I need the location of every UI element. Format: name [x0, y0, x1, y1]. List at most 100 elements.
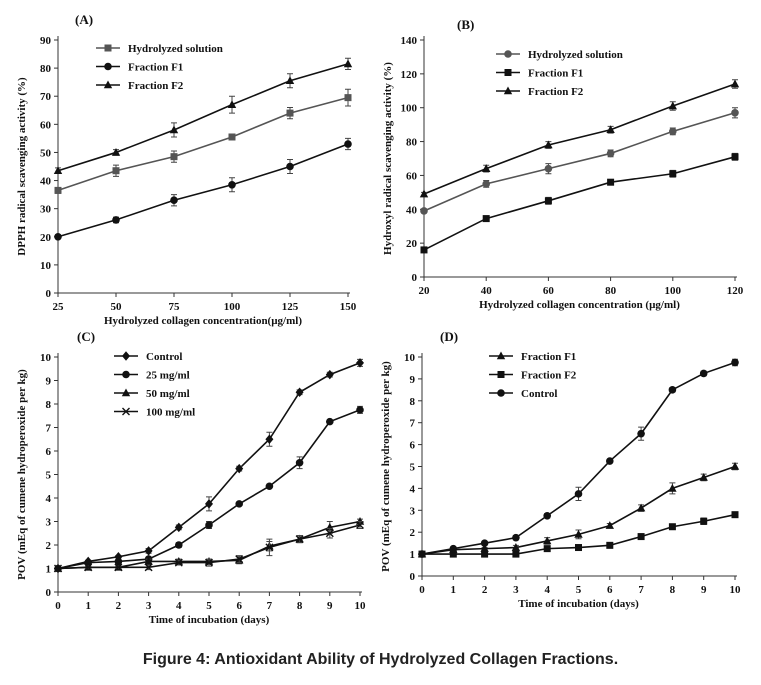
x-tick-label: 50 — [111, 301, 123, 313]
y-tick-label: 0 — [412, 272, 418, 284]
legend-label: 50 mg/ml — [146, 388, 190, 400]
data-point-circle — [420, 207, 428, 215]
data-point-triangle — [144, 556, 153, 565]
y-tick-label: 6 — [46, 446, 52, 458]
data-point-circle — [731, 358, 739, 367]
y-axis-title: Hydroxyl radical scavenging activity (%) — [382, 62, 394, 255]
series-hydrolyzed-solution — [420, 107, 739, 215]
data-point-square — [606, 541, 614, 549]
y-tick-label: 10 — [40, 260, 52, 272]
data-point-circle — [482, 180, 491, 188]
data-point-square — [669, 170, 677, 178]
x-tick-label: 7 — [638, 584, 644, 596]
data-point-circle — [112, 216, 120, 224]
y-tick-label: 5 — [46, 470, 52, 482]
data-point-square — [54, 186, 62, 194]
series-fraction-f1 — [54, 137, 352, 241]
y-tick-label: 8 — [46, 399, 52, 411]
legend-label: Hydrolyzed solution — [128, 43, 223, 55]
y-tick-label: 1 — [410, 549, 416, 561]
x-tick-label: 7 — [267, 600, 273, 612]
y-tick-label: 1 — [46, 564, 52, 576]
y-tick-label: 8 — [410, 396, 416, 408]
data-point-triangle — [668, 101, 677, 110]
series-fraction-f2 — [419, 79, 740, 198]
legend-label: Fraction F1 — [128, 62, 183, 74]
x-tick-label: 9 — [701, 584, 707, 596]
data-point-circle — [286, 162, 294, 171]
data-point-cross — [205, 558, 213, 567]
y-tick-label: 0 — [410, 571, 416, 583]
legend-marker-circle — [122, 370, 130, 379]
panel-label: (D) — [440, 329, 458, 344]
data-point-square — [170, 153, 178, 161]
legend-label: 25 mg/ml — [146, 370, 190, 382]
data-point-circle — [480, 539, 489, 547]
x-tick-label: 20 — [419, 285, 431, 297]
legend-marker-triangle — [503, 86, 513, 95]
legend-label: Fraction F1 — [521, 351, 576, 363]
legend-marker-cross — [122, 407, 130, 416]
data-point-cross — [295, 535, 304, 544]
x-tick-label: 3 — [513, 584, 519, 596]
data-point-triangle — [511, 543, 521, 551]
series-line — [421, 465, 736, 555]
legend-marker-triangle — [103, 80, 113, 89]
data-point-circle — [544, 164, 553, 173]
data-point-triangle — [543, 536, 552, 545]
data-point-triangle — [111, 147, 121, 156]
data-point-cross — [325, 529, 334, 538]
data-point-circle — [170, 196, 178, 205]
x-axis-title: Time of incubation (days) — [149, 614, 270, 626]
data-point-triangle — [419, 189, 429, 198]
data-point-circle — [295, 458, 304, 467]
y-tick-label: 6 — [410, 440, 416, 452]
data-point-circle — [175, 541, 183, 549]
figure-caption: Figure 4: Antioxidant Ability of Hydroly… — [142, 651, 619, 668]
data-point-diamond — [144, 546, 153, 556]
legend: Fraction F1 Fraction F2 Control — [489, 351, 577, 400]
x-tick-label: 9 — [327, 600, 333, 612]
data-point-square — [668, 523, 676, 531]
legend: Hydrolyzed solution Fraction F1 Fraction F… — [496, 49, 623, 98]
x-tick-label: 0 — [419, 584, 425, 596]
legend-marker-diamond — [122, 351, 130, 361]
x-tick-label: 2 — [482, 584, 488, 596]
x-tick-label: 80 — [605, 285, 617, 297]
x-tick-label: 150 — [340, 301, 357, 313]
y-tick-label: 4 — [46, 493, 52, 505]
data-point-circle — [344, 140, 352, 148]
data-point-circle — [228, 180, 236, 189]
data-point-triangle — [730, 462, 740, 470]
y-tick-label: 40 — [406, 204, 418, 216]
data-point-circle — [418, 550, 426, 558]
data-point-cross — [235, 555, 244, 564]
y-tick-label: 30 — [40, 204, 52, 216]
data-point-square — [543, 545, 551, 553]
data-point-square — [512, 550, 520, 558]
data-point-cross — [54, 564, 62, 573]
data-point-triangle — [343, 59, 353, 68]
series-fraction-f1 — [420, 152, 739, 254]
legend-marker-square — [504, 69, 512, 76]
y-tick-label: 80 — [40, 63, 52, 75]
legend-marker-circle — [497, 389, 505, 397]
series-control — [418, 358, 739, 558]
x-axis-title: Hydrolyzed collagen concentration(µg/ml) — [104, 315, 302, 327]
data-point-cross — [114, 563, 123, 572]
y-tick-label: 4 — [410, 483, 416, 495]
series-line — [57, 143, 349, 238]
data-point-circle — [235, 500, 243, 508]
legend-marker-square — [104, 44, 112, 52]
data-point-triangle — [169, 125, 179, 134]
data-point-circle — [54, 232, 62, 241]
x-tick-label: 5 — [206, 600, 212, 612]
legend-label: Control — [521, 388, 557, 400]
data-point-circle — [669, 127, 677, 136]
legend-marker-circle — [504, 50, 512, 58]
x-tick-label: 3 — [146, 600, 152, 612]
data-point-triangle — [544, 140, 553, 149]
data-point-triangle — [668, 483, 677, 492]
data-point-diamond — [356, 358, 364, 368]
